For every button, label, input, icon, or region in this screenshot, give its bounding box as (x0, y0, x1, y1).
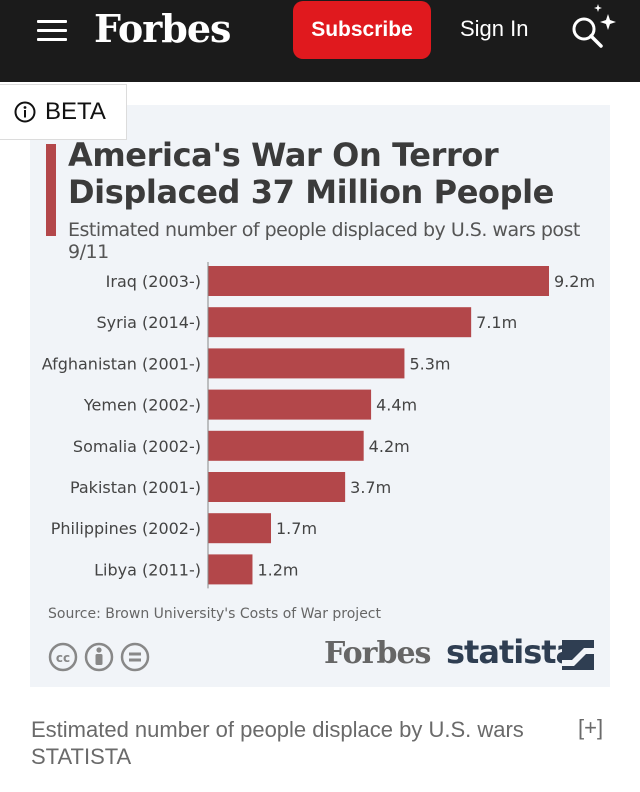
statista-logo-icon (562, 640, 594, 670)
title-accent-bar (46, 144, 56, 236)
value-label: 9.2m (554, 272, 595, 291)
bar (208, 472, 346, 502)
image-credit: STATISTA (31, 744, 132, 769)
hamburger-menu-icon[interactable] (37, 17, 67, 43)
category-label: Syria (2014-) (96, 313, 201, 332)
top-navigation-bar: Forbes Subscribe Sign In (0, 0, 640, 82)
value-label: 3.7m (350, 478, 391, 497)
forbes-wordmark: Forbes (324, 636, 431, 671)
value-label: 5.3m (409, 354, 450, 373)
search-sparkle-icon[interactable] (568, 4, 620, 50)
chart-title: America's War On Terror Displaced 37 Mil… (68, 136, 554, 211)
expand-caption-button[interactable]: [+] (578, 715, 604, 740)
chart-subtitle: Estimated number of people displaced by … (68, 219, 580, 263)
category-label: Philippines (2002-) (51, 519, 201, 538)
bar (208, 348, 405, 379)
bar (208, 307, 472, 338)
creative-commons-icon: cc (48, 642, 150, 672)
beta-badge[interactable]: BETA (0, 84, 127, 140)
value-label: 7.1m (476, 313, 517, 332)
bar (208, 430, 364, 461)
bar (208, 513, 272, 544)
category-label: Somalia (2002-) (73, 437, 201, 456)
image-caption: Estimated number of people displace by U… (31, 717, 524, 742)
svg-text:cc: cc (56, 651, 70, 665)
subscribe-button[interactable]: Subscribe (293, 1, 431, 59)
bar (208, 554, 253, 585)
category-label: Yemen (2002-) (83, 396, 201, 415)
bar (208, 389, 372, 420)
sign-in-link[interactable]: Sign In (460, 16, 529, 41)
beta-label: BETA (45, 98, 106, 125)
value-label: 1.7m (276, 519, 317, 538)
statista-wordmark: statista (446, 633, 577, 671)
category-label: Iraq (2003-) (106, 272, 201, 291)
value-label: 4.4m (376, 396, 417, 415)
value-label: 1.2m (257, 560, 298, 579)
bar (208, 266, 549, 296)
forbes-logo[interactable]: Forbes (94, 6, 231, 51)
info-circle-icon (14, 101, 36, 123)
category-label: Afghanistan (2001-) (42, 354, 201, 373)
category-label: Pakistan (2001-) (70, 478, 201, 497)
value-label: 4.2m (369, 437, 410, 456)
chart-source: Source: Brown University's Costs of War … (48, 606, 381, 622)
category-label: Libya (2011-) (94, 560, 201, 579)
